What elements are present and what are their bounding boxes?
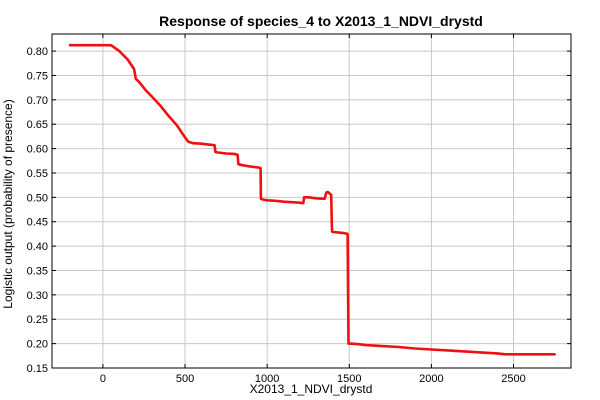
- y-tick-label: 0.40: [27, 241, 48, 253]
- y-tick-label: 0.45: [27, 217, 48, 229]
- y-tick-label: 0.30: [27, 290, 48, 302]
- y-tick-label: 0.35: [27, 265, 48, 277]
- y-tick-label: 0.15: [27, 363, 48, 375]
- y-tick-label: 0.70: [27, 95, 48, 107]
- response-curve-line: [68, 43, 556, 356]
- plot-frame: [51, 33, 572, 369]
- x-tick-label: 1500: [337, 373, 361, 385]
- x-tick-label: 2500: [501, 373, 525, 385]
- y-tick-label: 0.20: [27, 339, 48, 351]
- y-tick-label: 0.75: [27, 70, 48, 82]
- x-tick-label: 500: [176, 373, 194, 385]
- x-tick-label: 0: [100, 373, 106, 385]
- x-tick-label: 1000: [255, 373, 279, 385]
- y-tick-label: 0.50: [27, 192, 48, 204]
- y-axis-label: Logistic output (probability of presence…: [1, 99, 15, 308]
- chart-title: Response of species_4 to X2013_1_NDVI_dr…: [159, 13, 483, 29]
- series-group: [68, 43, 556, 356]
- y-tick-label: 0.80: [27, 46, 48, 58]
- y-tick-label: 0.60: [27, 144, 48, 156]
- x-axis-label: X2013_1_NDVI_drystd: [250, 382, 373, 396]
- grid-lines: [52, 34, 571, 369]
- y-tick-label: 0.65: [27, 119, 48, 131]
- y-tick-label: 0.25: [27, 314, 48, 326]
- axis-ticks: 0 500 1000 1500 2000 2500 0.15 0.20 0.25 0.30 0.35…: [27, 34, 571, 385]
- y-tick-label: 0.55: [27, 168, 48, 180]
- x-tick-label: 2000: [419, 373, 443, 385]
